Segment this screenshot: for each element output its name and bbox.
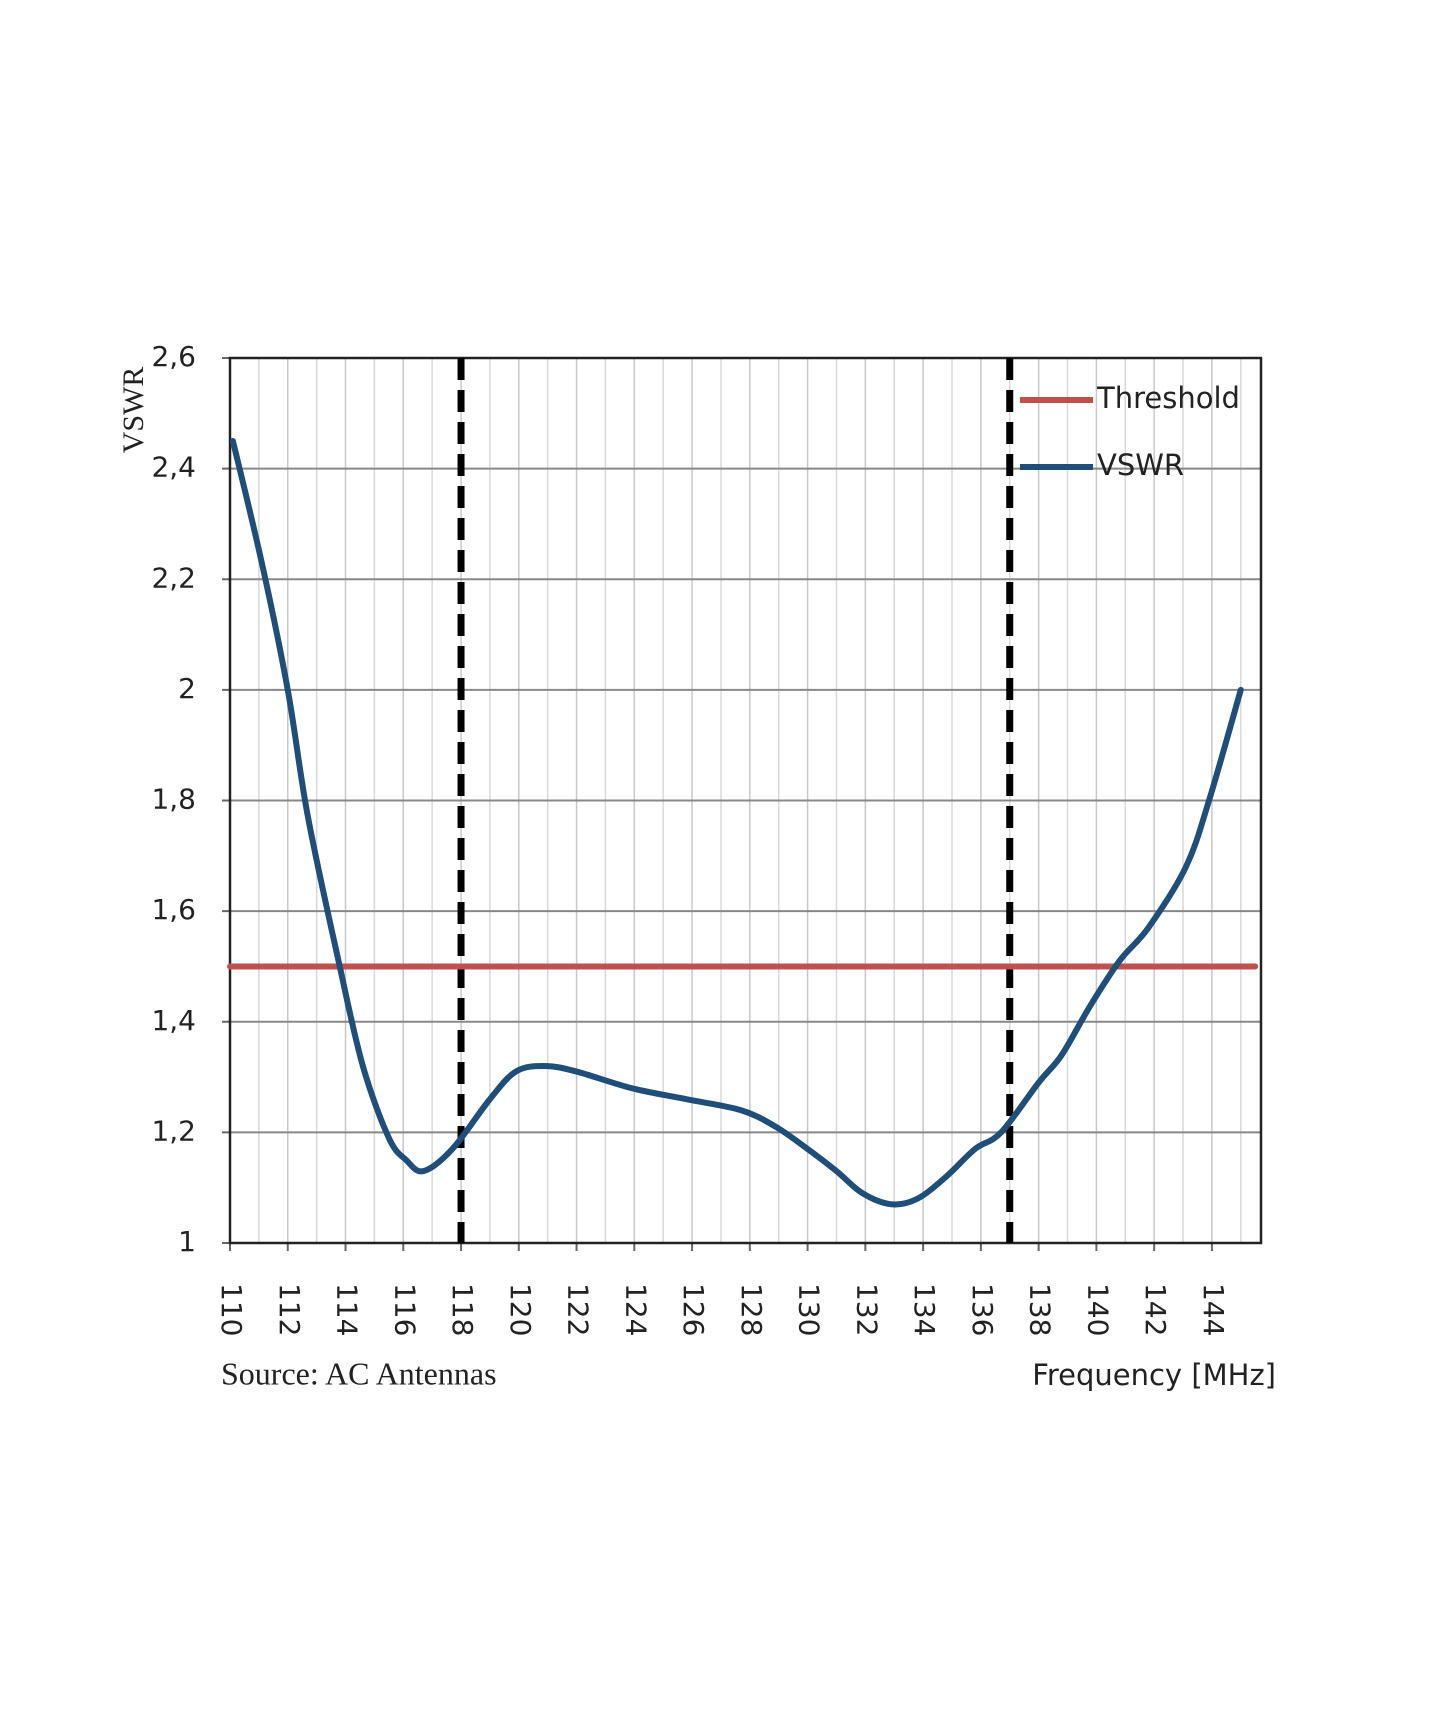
x-tick-label: 136 [966,1283,999,1336]
legend-label: VSWR [1097,448,1184,482]
y-tick-label: 1,4 [151,1004,196,1037]
x-tick-label: 122 [562,1283,595,1336]
y-tick-label: 1 [178,1225,196,1258]
legend-label: Threshold [1096,381,1240,415]
y-tick-label: 2,4 [151,451,196,484]
x-tick-label: 124 [619,1283,652,1336]
source-note: Source: AC Antennas [221,1355,497,1391]
y-tick-label: 2 [178,672,196,705]
x-tick-label: 120 [504,1283,537,1336]
series-line [229,437,1244,1208]
x-tick-label: 118 [446,1283,479,1336]
plot-frame [228,356,1263,1245]
x-tick-label: 142 [1139,1283,1172,1336]
x-tick-label: 144 [1197,1283,1230,1336]
y-axis-label: VSWR [117,367,150,454]
x-tick-label: 116 [388,1283,421,1336]
x-tick-label: 138 [1024,1283,1057,1336]
y-tick-label: 1,8 [151,783,196,816]
x-tick-label: 128 [735,1283,768,1336]
x-tick-label: 134 [908,1283,941,1336]
x-tick-label: 140 [1081,1283,1114,1336]
x-tick-label: 114 [331,1283,364,1336]
y-tick-label: 2,6 [151,340,196,373]
x-tick-label: 112 [273,1283,306,1336]
y-tick-label: 2,2 [151,561,196,594]
x-tick-label: 130 [793,1283,826,1336]
x-axis-label: Frequency [MHz] [1032,1358,1276,1392]
x-tick-label: 126 [677,1283,710,1336]
x-tick-label: 132 [850,1283,883,1336]
y-tick-label: 1,2 [151,1114,196,1147]
x-tick-label: 110 [215,1283,248,1336]
y-tick-label: 1,6 [151,893,196,926]
